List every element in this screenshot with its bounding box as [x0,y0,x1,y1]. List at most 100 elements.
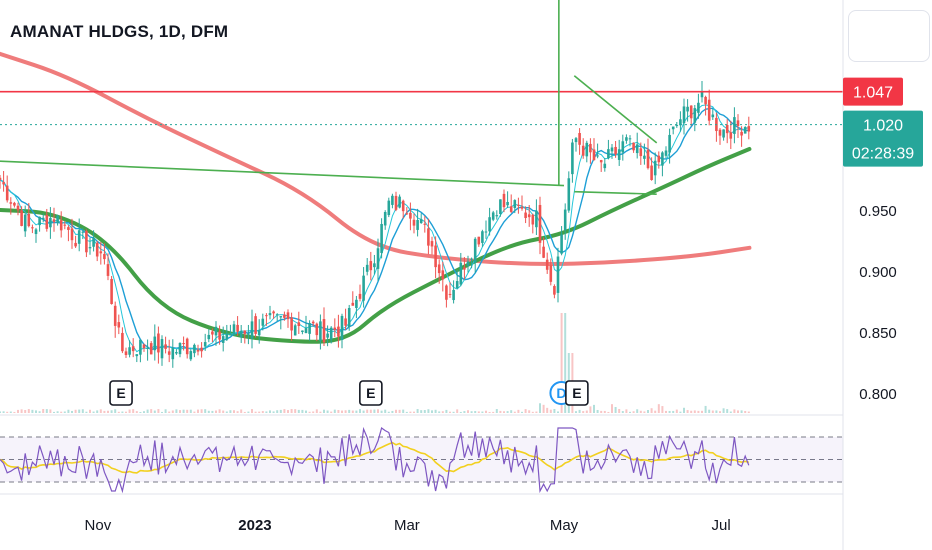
volume-bar [287,410,289,413]
volume-bar [431,410,433,413]
volume-bar [503,411,505,413]
candle-body [113,305,117,326]
volume-bar [294,409,297,413]
volume-bar [45,409,48,413]
candle-body [549,265,553,282]
candle-body [214,326,218,336]
volume-bar [128,409,131,413]
candle-body [693,108,697,123]
volume-bar [438,411,441,413]
candle-body [272,311,275,314]
volume-bar [661,406,664,413]
volume-bar [416,409,419,413]
candle-body [139,339,142,355]
volume-bar [290,409,293,413]
volume-bar [67,409,70,413]
candle-body [628,138,632,140]
candle-body [315,323,319,336]
candle-body [592,149,596,161]
volume-bar [657,404,660,413]
volume-bar [600,410,603,413]
candle-body [553,286,556,295]
volume-bar [9,411,12,413]
candle-body [160,339,164,359]
volume-bar [161,411,163,413]
candle-body [657,155,661,163]
y-axis-label: 0.850 [859,325,897,342]
candle-body [67,227,70,230]
candle-body [625,137,628,141]
candle-body [585,142,589,157]
candle-body [401,200,405,212]
volume-bar [607,411,610,413]
candle-body [311,321,315,324]
volume-bar [243,411,246,413]
candle-body [117,322,121,328]
candle-body [448,293,452,295]
volume-bar [697,410,700,413]
candle-body [9,202,13,204]
volume-bar [611,404,613,413]
volume-bar [20,409,23,413]
volume-bar [499,410,502,413]
candle-body [614,146,617,155]
ma-mid-line [0,147,752,344]
volume-bar [614,407,617,413]
candle-body [409,212,412,219]
candle-body [301,330,304,333]
volume-bar [6,411,9,413]
candle-body [725,124,729,134]
candle-body [635,144,639,154]
volume-bar [182,409,185,413]
volume-bar [186,409,189,413]
volume-bar [330,411,333,413]
candle-body [369,261,373,271]
volume-bar [211,410,214,413]
candles-layer[interactable] [0,80,751,368]
candle-body [157,333,160,353]
candle-body [499,199,502,214]
candle-body [517,204,520,206]
volume-bar [215,410,217,413]
candle-body [92,237,95,247]
candle-body [452,289,455,301]
volume-bar [265,411,268,413]
candle-body [88,247,92,249]
volume-bar [632,411,635,413]
dividend-marker-label: D [556,385,566,401]
candle-body [520,206,524,209]
candle-body [430,241,434,247]
candle-body [686,106,689,112]
volume-bar [578,409,581,413]
candle-body [99,251,103,254]
candle-body [203,342,207,347]
rsi-pane[interactable] [0,426,843,494]
volume-bar [575,411,577,413]
candle-body [682,106,686,124]
candle-body [23,214,27,232]
volume-bar [740,410,743,413]
candle-body [193,344,196,354]
earnings-marker-label: E [366,385,375,401]
ma-slow-line [0,51,752,267]
candle-body [365,264,369,272]
earnings-marker [359,380,383,406]
corner-widget[interactable] [848,10,930,62]
volume-bar [254,411,257,413]
drawings-layer[interactable] [0,0,843,195]
candle-body [632,142,635,151]
volume-bar [420,410,423,413]
candle-body [322,319,326,343]
candle-body [13,202,16,206]
candle-body [423,223,427,225]
volume-bar [189,409,192,413]
candle-body [2,182,5,185]
volume-bar [107,410,109,413]
volume-bar [686,410,689,413]
volume-bar [711,410,714,413]
earnings-marker [109,380,133,406]
volume-bar [542,404,545,413]
volume-bar [125,411,127,413]
